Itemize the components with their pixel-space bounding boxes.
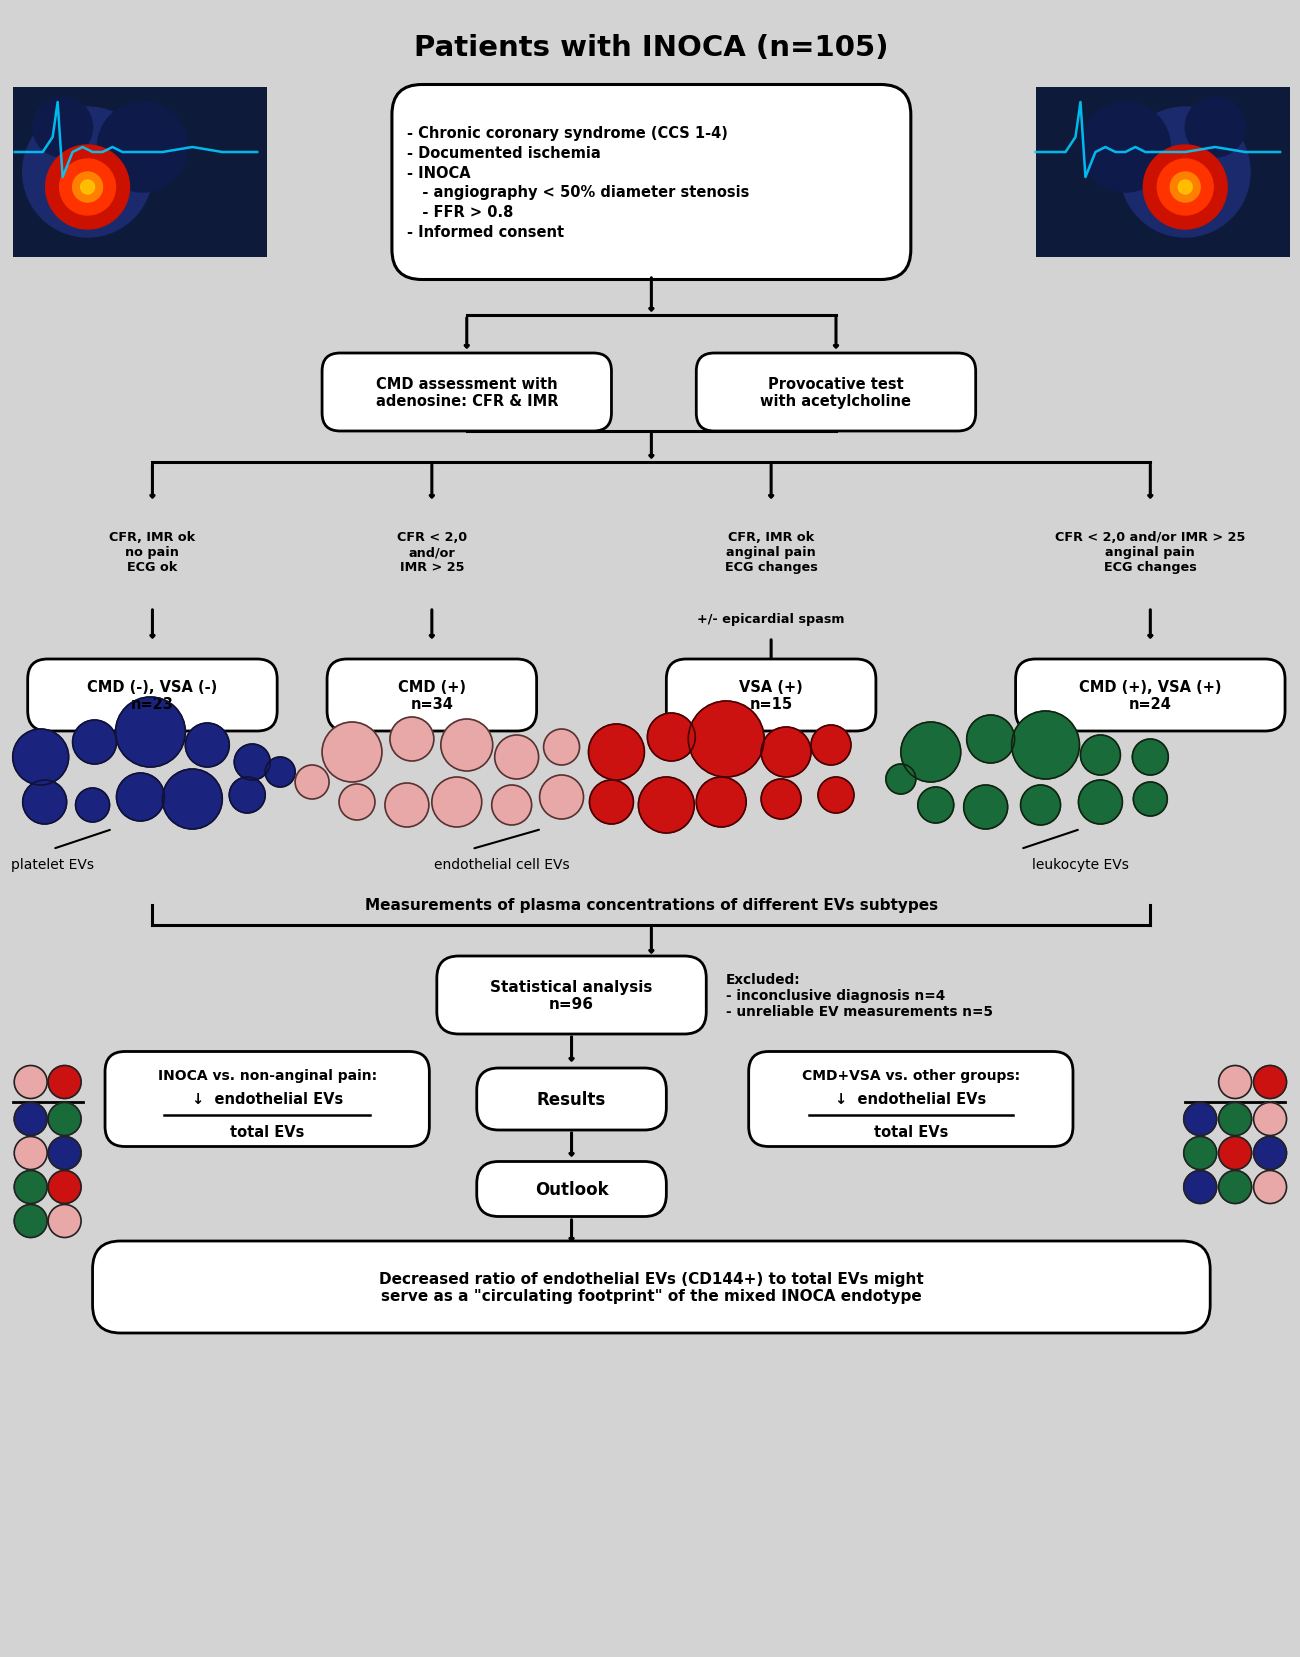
Circle shape	[1132, 739, 1169, 775]
FancyBboxPatch shape	[13, 88, 268, 258]
FancyBboxPatch shape	[1036, 88, 1290, 258]
Circle shape	[385, 784, 429, 827]
Circle shape	[75, 789, 109, 822]
Circle shape	[1080, 736, 1121, 775]
FancyBboxPatch shape	[477, 1162, 667, 1216]
Circle shape	[638, 777, 694, 833]
Text: Statistical analysis
n=96: Statistical analysis n=96	[490, 979, 653, 1011]
Circle shape	[495, 736, 538, 779]
FancyBboxPatch shape	[105, 1052, 429, 1147]
Text: CMD (+)
n=34: CMD (+) n=34	[398, 679, 465, 713]
Circle shape	[885, 764, 915, 794]
Circle shape	[234, 744, 270, 780]
Circle shape	[760, 727, 811, 777]
Circle shape	[967, 716, 1014, 764]
Circle shape	[1134, 782, 1167, 817]
FancyBboxPatch shape	[92, 1241, 1210, 1334]
Circle shape	[48, 1104, 81, 1135]
Circle shape	[22, 780, 66, 825]
Circle shape	[1184, 1104, 1217, 1135]
Circle shape	[322, 722, 382, 782]
FancyBboxPatch shape	[322, 355, 611, 432]
Circle shape	[589, 724, 645, 780]
Circle shape	[1157, 161, 1213, 215]
Circle shape	[116, 698, 186, 767]
Circle shape	[98, 103, 187, 192]
Circle shape	[186, 724, 229, 767]
Circle shape	[1253, 1171, 1287, 1203]
Circle shape	[339, 784, 374, 820]
Circle shape	[1218, 1104, 1252, 1135]
Circle shape	[229, 777, 265, 814]
Circle shape	[1253, 1137, 1287, 1170]
Text: Patients with INOCA (n=105): Patients with INOCA (n=105)	[415, 35, 889, 61]
Circle shape	[73, 172, 103, 202]
Circle shape	[48, 1171, 81, 1203]
Text: CFR < 2,0 and/or IMR > 25
anginal pain
ECG changes: CFR < 2,0 and/or IMR > 25 anginal pain E…	[1056, 532, 1245, 575]
FancyBboxPatch shape	[1015, 659, 1284, 731]
Circle shape	[81, 181, 95, 196]
Text: INOCA vs. non-anginal pain:: INOCA vs. non-anginal pain:	[157, 1069, 377, 1082]
FancyBboxPatch shape	[437, 956, 706, 1034]
Circle shape	[589, 780, 633, 825]
Text: CFR < 2,0
and/or
IMR > 25: CFR < 2,0 and/or IMR > 25	[396, 532, 467, 575]
Circle shape	[48, 1065, 81, 1099]
Text: CMD (+), VSA (+)
n=24: CMD (+), VSA (+) n=24	[1079, 679, 1222, 713]
Circle shape	[432, 777, 482, 827]
Text: platelet EVs: platelet EVs	[12, 857, 94, 872]
Text: +/- epicardial spasm: +/- epicardial spasm	[697, 613, 845, 626]
FancyBboxPatch shape	[697, 355, 976, 432]
Text: total EVs: total EVs	[874, 1125, 948, 1140]
Circle shape	[1218, 1065, 1252, 1099]
Text: Results: Results	[537, 1090, 606, 1109]
Circle shape	[441, 719, 493, 772]
Text: VSA (+)
n=15: VSA (+) n=15	[740, 679, 803, 713]
Circle shape	[1011, 711, 1079, 779]
Circle shape	[14, 1137, 47, 1170]
Circle shape	[1143, 146, 1227, 230]
Circle shape	[540, 775, 584, 820]
Circle shape	[901, 722, 961, 782]
Text: CFR, IMR ok
no pain
ECG ok: CFR, IMR ok no pain ECG ok	[109, 532, 195, 575]
Circle shape	[48, 1137, 81, 1170]
Text: Outlook: Outlook	[534, 1180, 608, 1198]
FancyBboxPatch shape	[667, 659, 876, 731]
Circle shape	[295, 766, 329, 800]
Text: CMD+VSA vs. other groups:: CMD+VSA vs. other groups:	[802, 1069, 1021, 1082]
Circle shape	[1186, 98, 1245, 157]
Circle shape	[14, 1205, 47, 1238]
Circle shape	[760, 779, 801, 820]
FancyBboxPatch shape	[27, 659, 277, 731]
FancyBboxPatch shape	[328, 659, 537, 731]
Circle shape	[491, 785, 532, 825]
Text: Decreased ratio of endothelial EVs (CD144+) to total EVs might
serve as a "circu: Decreased ratio of endothelial EVs (CD14…	[380, 1271, 924, 1304]
Text: - Chronic coronary syndrome (CCS 1-4)
- Documented ischemia
- INOCA
   - angiogr: - Chronic coronary syndrome (CCS 1-4) - …	[407, 126, 749, 240]
Text: CFR, IMR ok
anginal pain
ECG changes: CFR, IMR ok anginal pain ECG changes	[724, 532, 818, 575]
FancyBboxPatch shape	[391, 86, 911, 280]
Circle shape	[1253, 1104, 1287, 1135]
Circle shape	[22, 108, 152, 239]
Circle shape	[543, 729, 580, 766]
Circle shape	[1079, 780, 1122, 825]
Text: ↓  endothelial EVs: ↓ endothelial EVs	[191, 1092, 343, 1107]
FancyBboxPatch shape	[477, 1069, 667, 1130]
Circle shape	[14, 1171, 47, 1203]
Text: CMD assessment with
adenosine: CFR & IMR: CMD assessment with adenosine: CFR & IMR	[376, 376, 558, 409]
Circle shape	[688, 701, 764, 777]
Circle shape	[60, 161, 116, 215]
Circle shape	[117, 774, 164, 822]
Circle shape	[963, 785, 1008, 830]
Circle shape	[1020, 785, 1061, 825]
Circle shape	[162, 769, 222, 830]
Text: Measurements of plasma concentrations of different EVs subtypes: Measurements of plasma concentrations of…	[365, 898, 937, 913]
Circle shape	[1080, 103, 1170, 192]
Text: total EVs: total EVs	[230, 1125, 304, 1140]
Circle shape	[818, 777, 854, 814]
Text: ↓  endothelial EVs: ↓ endothelial EVs	[835, 1092, 987, 1107]
Text: CMD (-), VSA (-)
n=23: CMD (-), VSA (-) n=23	[87, 679, 217, 713]
Text: endothelial cell EVs: endothelial cell EVs	[434, 857, 569, 872]
Circle shape	[14, 1065, 47, 1099]
Text: Provocative test
with acetylcholine: Provocative test with acetylcholine	[760, 376, 911, 409]
Circle shape	[918, 787, 954, 824]
Circle shape	[1218, 1171, 1252, 1203]
